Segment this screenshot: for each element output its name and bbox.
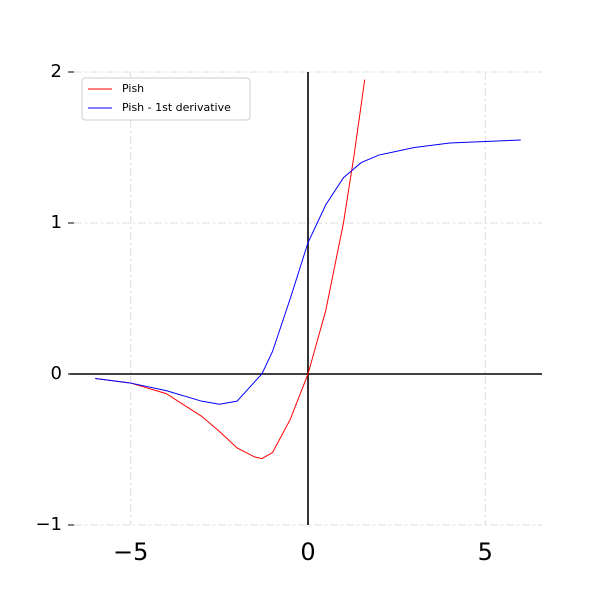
x-tick-label: 5 [478,538,493,566]
y-tick-label: 1 [51,212,62,233]
y-tick-label: 2 [51,61,62,82]
line [95,139,521,405]
x-tick-label: 0 [300,538,315,566]
y-tick-label: 0 [51,363,62,384]
line [95,79,366,460]
legend-label: Pish [122,82,144,95]
legend-box [81,77,251,121]
x-tick-label: −5 [113,538,148,566]
legend-label: Pish - 1st derivative [122,101,231,114]
y-tick-label: −1 [35,514,62,535]
